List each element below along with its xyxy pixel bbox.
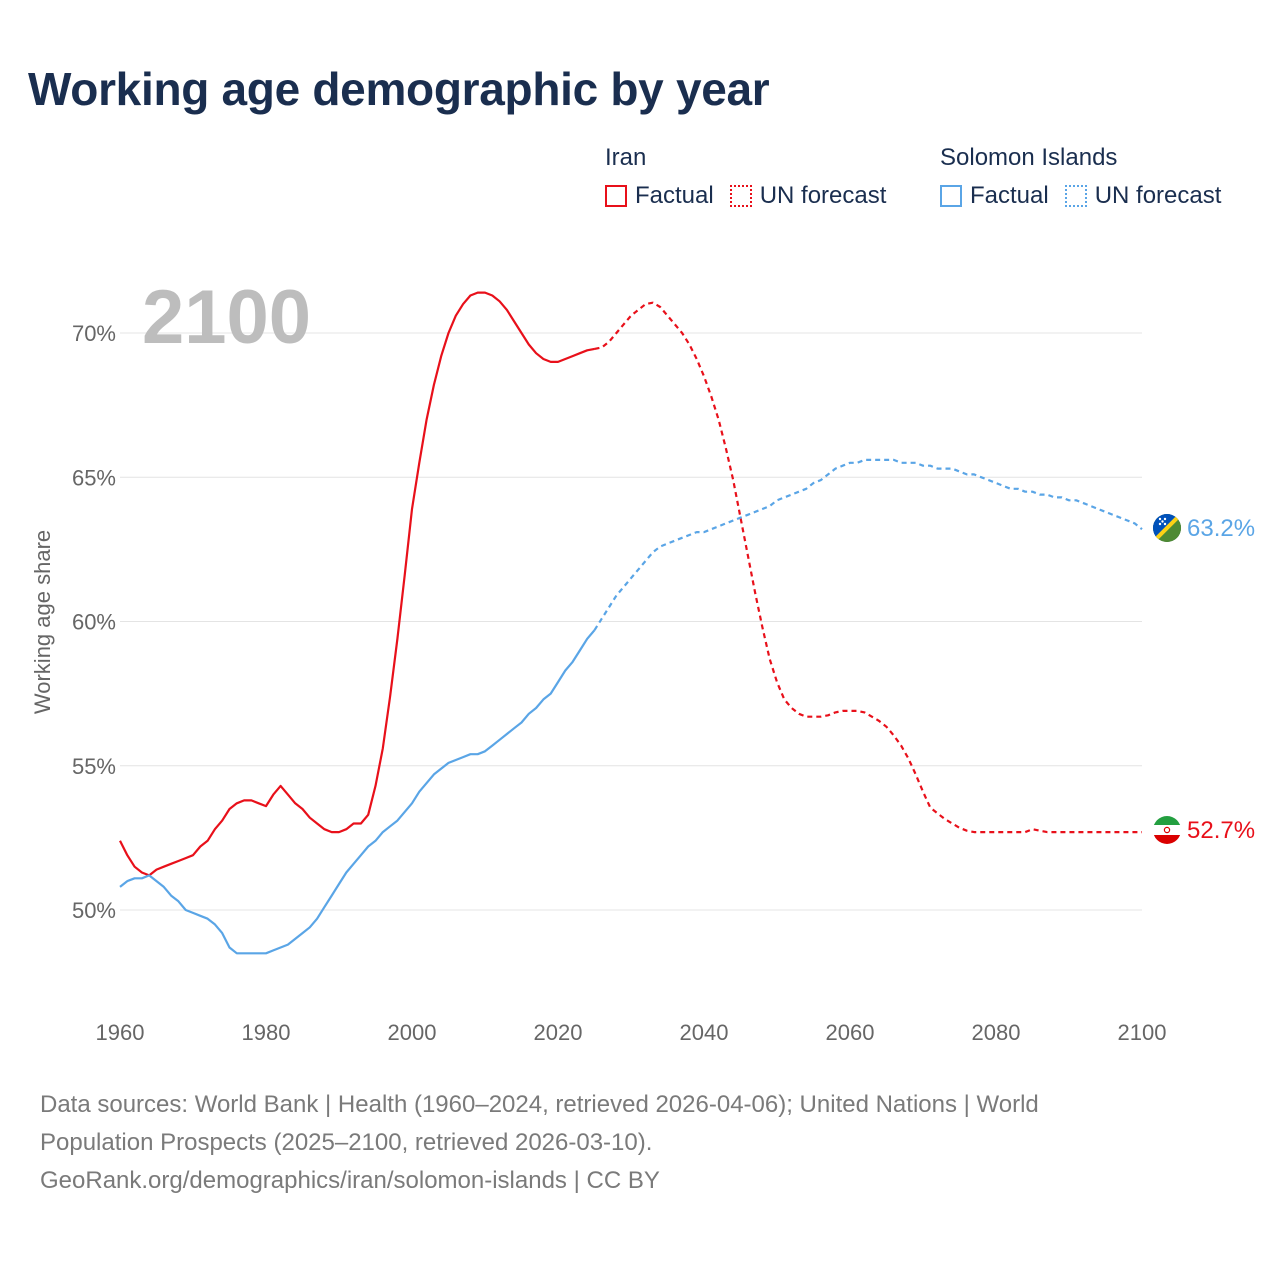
x-tick-label: 1980: [242, 1020, 291, 1045]
end-label-iran: 52.7%: [1187, 817, 1255, 844]
grid-layer: 50% 55% 60% 65% 70% 1960 1980 2000 2020 2040 2060 2…: [72, 321, 1167, 1045]
legend-iran-forecast-label: UN forecast: [759, 182, 887, 209]
y-tick-label: 60%: [72, 610, 116, 635]
iran-flag-icon: [1153, 816, 1181, 844]
legend-solomon: Solomon Islands Factual UN forecast: [940, 144, 1237, 210]
legend-iran-factual-swatch: [605, 185, 627, 207]
series-line-iran-forecast[interactable]: [594, 301, 1143, 834]
chart-title: Working age demographic by year: [28, 63, 770, 115]
footer-line-1: Data sources: World Bank | Health (1960–…: [40, 1091, 1039, 1118]
chart-canvas: 50% 55% 60% 65% 70% 1960 1980 2000 2020 2040 2060 2…: [30, 275, 1255, 1045]
legend-iran-factual[interactable]: Factual: [605, 182, 714, 210]
legend-iran-forecast-swatch: [729, 185, 752, 207]
y-tick-label: 50%: [72, 898, 116, 923]
legend-solomon-factual[interactable]: Factual: [940, 182, 1049, 210]
solomon-islands-flag-icon: [1153, 514, 1181, 542]
y-tick-label: 55%: [72, 754, 116, 779]
footer-line-3[interactable]: GeoRank.org/demographics/iran/solomon-is…: [40, 1167, 660, 1194]
legend-iran: Iran Factual UN forecast: [605, 144, 902, 210]
end-label-solomon-islands: 63.2%: [1187, 515, 1255, 542]
y-tick-label: 70%: [72, 321, 116, 346]
x-tick-label: 2100: [1118, 1020, 1167, 1045]
x-tick-label: 2060: [826, 1020, 875, 1045]
legend-iran-forecast[interactable]: UN forecast: [729, 182, 887, 210]
y-tick-label: 65%: [72, 465, 116, 490]
marker-layer: 63.2% 52.7%: [1153, 514, 1255, 844]
x-tick-label: 2080: [972, 1020, 1021, 1045]
legend-solomon-country: Solomon Islands: [940, 144, 1118, 171]
legend-solomon-forecast-swatch: [1064, 185, 1087, 207]
legend-iran-factual-label: Factual: [635, 182, 714, 209]
x-tick-label: 2000: [388, 1020, 437, 1045]
series-layer: [119, 291, 1143, 955]
legend-solomon-factual-label: Factual: [970, 182, 1049, 209]
legend-iran-country: Iran: [605, 144, 647, 171]
legend-solomon-forecast-label: UN forecast: [1094, 182, 1222, 209]
series-line-iran-factual[interactable]: [119, 291, 595, 877]
series-line-solomon-islands-factual[interactable]: [119, 629, 596, 955]
y-axis-label: Working age share: [30, 530, 55, 714]
footer-sources: Data sources: World Bank | Health (1960–…: [40, 1086, 1240, 1200]
footer-line-2: Population Prospects (2025–2100, retriev…: [40, 1129, 653, 1156]
legend-solomon-factual-swatch: [940, 185, 962, 207]
year-indicator: 2100: [142, 275, 311, 360]
x-tick-label: 1960: [96, 1020, 145, 1045]
legend-solomon-forecast[interactable]: UN forecast: [1064, 182, 1222, 210]
x-tick-label: 2040: [680, 1020, 729, 1045]
x-tick-label: 2020: [534, 1020, 583, 1045]
series-line-solomon-islands-forecast[interactable]: [593, 458, 1143, 631]
